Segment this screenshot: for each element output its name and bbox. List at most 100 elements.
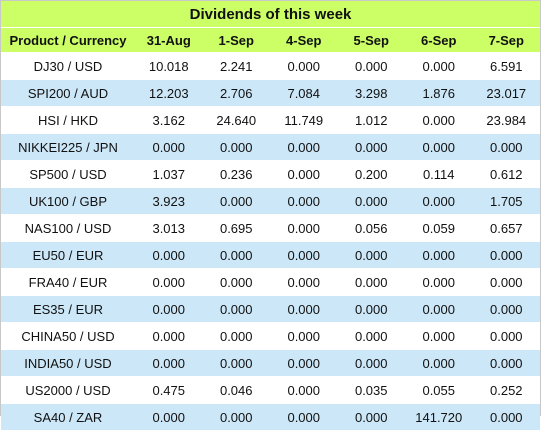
cell-dividend-6-sep: 0.000 bbox=[405, 134, 473, 161]
cell-dividend-1-sep: 0.000 bbox=[203, 350, 271, 377]
cell-dividend-5-sep: 0.056 bbox=[338, 215, 406, 242]
cell-dividend-1-sep: 0.000 bbox=[203, 242, 271, 269]
cell-dividend-4-sep: 0.000 bbox=[270, 53, 338, 80]
cell-dividend-5-sep: 0.000 bbox=[338, 323, 406, 350]
cell-dividend-7-sep: 1.705 bbox=[473, 188, 541, 215]
cell-dividend-7-sep: 0.000 bbox=[473, 350, 541, 377]
header-5-sep: 5-Sep bbox=[338, 28, 406, 53]
cell-dividend-4-sep: 0.000 bbox=[270, 323, 338, 350]
cell-dividend-7-sep: 0.000 bbox=[473, 404, 541, 430]
cell-dividend-1-sep: 0.000 bbox=[203, 323, 271, 350]
cell-dividend-7-sep: 0.612 bbox=[473, 161, 541, 188]
cell-product-currency: INDIA50 / USD bbox=[1, 350, 135, 377]
cell-product-currency: FRA40 / EUR bbox=[1, 269, 135, 296]
header-row: Product / Currency 31-Aug 1-Sep 4-Sep 5-… bbox=[1, 28, 540, 53]
cell-dividend-6-sep: 0.000 bbox=[405, 242, 473, 269]
cell-dividend-4-sep: 0.000 bbox=[270, 242, 338, 269]
cell-dividend-4-sep: 0.000 bbox=[270, 188, 338, 215]
cell-product-currency: CHINA50 / USD bbox=[1, 323, 135, 350]
cell-dividend-7-sep: 0.000 bbox=[473, 242, 541, 269]
cell-dividend-31-aug: 12.203 bbox=[135, 80, 203, 107]
cell-dividend-6-sep: 1.876 bbox=[405, 80, 473, 107]
cell-dividend-7-sep: 0.000 bbox=[473, 296, 541, 323]
cell-dividend-6-sep: 0.000 bbox=[405, 53, 473, 80]
cell-dividend-6-sep: 0.000 bbox=[405, 107, 473, 134]
header-7-sep: 7-Sep bbox=[473, 28, 541, 53]
cell-dividend-1-sep: 0.000 bbox=[203, 134, 271, 161]
cell-dividend-6-sep: 0.055 bbox=[405, 377, 473, 404]
cell-dividend-5-sep: 3.298 bbox=[338, 80, 406, 107]
cell-dividend-7-sep: 0.000 bbox=[473, 323, 541, 350]
cell-dividend-5-sep: 0.000 bbox=[338, 53, 406, 80]
cell-dividend-7-sep: 0.252 bbox=[473, 377, 541, 404]
cell-dividend-31-aug: 1.037 bbox=[135, 161, 203, 188]
cell-dividend-1-sep: 0.236 bbox=[203, 161, 271, 188]
cell-product-currency: EU50 / EUR bbox=[1, 242, 135, 269]
cell-dividend-7-sep: 0.000 bbox=[473, 269, 541, 296]
cell-dividend-4-sep: 0.000 bbox=[270, 350, 338, 377]
cell-dividend-31-aug: 10.018 bbox=[135, 53, 203, 80]
cell-dividend-31-aug: 0.000 bbox=[135, 350, 203, 377]
cell-dividend-7-sep: 0.000 bbox=[473, 134, 541, 161]
cell-dividend-1-sep: 24.640 bbox=[203, 107, 271, 134]
cell-product-currency: HSI / HKD bbox=[1, 107, 135, 134]
cell-dividend-4-sep: 0.000 bbox=[270, 215, 338, 242]
header-product-currency: Product / Currency bbox=[1, 28, 135, 53]
header-6-sep: 6-Sep bbox=[405, 28, 473, 53]
cell-dividend-4-sep: 0.000 bbox=[270, 377, 338, 404]
header-1-sep: 1-Sep bbox=[203, 28, 271, 53]
cell-dividend-31-aug: 3.013 bbox=[135, 215, 203, 242]
title-row: Dividends of this week bbox=[1, 1, 540, 28]
cell-dividend-5-sep: 0.000 bbox=[338, 242, 406, 269]
cell-dividend-6-sep: 141.720 bbox=[405, 404, 473, 430]
header-31-aug: 31-Aug bbox=[135, 28, 203, 53]
cell-product-currency: SP500 / USD bbox=[1, 161, 135, 188]
cell-dividend-7-sep: 6.591 bbox=[473, 53, 541, 80]
cell-dividend-5-sep: 0.000 bbox=[338, 350, 406, 377]
header-4-sep: 4-Sep bbox=[270, 28, 338, 53]
cell-dividend-6-sep: 0.000 bbox=[405, 323, 473, 350]
cell-dividend-7-sep: 0.657 bbox=[473, 215, 541, 242]
cell-dividend-6-sep: 0.000 bbox=[405, 188, 473, 215]
cell-dividend-31-aug: 3.162 bbox=[135, 107, 203, 134]
cell-dividend-4-sep: 0.000 bbox=[270, 296, 338, 323]
cell-product-currency: SA40 / ZAR bbox=[1, 404, 135, 430]
cell-dividend-1-sep: 0.000 bbox=[203, 188, 271, 215]
cell-dividend-4-sep: 0.000 bbox=[270, 404, 338, 430]
cell-dividend-1-sep: 2.706 bbox=[203, 80, 271, 107]
cell-dividend-5-sep: 0.000 bbox=[338, 269, 406, 296]
cell-dividend-1-sep: 2.241 bbox=[203, 53, 271, 80]
cell-dividend-31-aug: 0.000 bbox=[135, 242, 203, 269]
cell-product-currency: ES35 / EUR bbox=[1, 296, 135, 323]
cell-dividend-31-aug: 0.000 bbox=[135, 269, 203, 296]
cell-dividend-5-sep: 1.012 bbox=[338, 107, 406, 134]
cell-dividend-5-sep: 0.000 bbox=[338, 404, 406, 430]
cell-dividend-31-aug: 0.000 bbox=[135, 404, 203, 430]
cell-dividend-1-sep: 0.000 bbox=[203, 296, 271, 323]
cell-dividend-31-aug: 0.000 bbox=[135, 296, 203, 323]
cell-dividend-1-sep: 0.046 bbox=[203, 377, 271, 404]
cell-product-currency: SPI200 / AUD bbox=[1, 80, 135, 107]
cell-product-currency: US2000 / USD bbox=[1, 377, 135, 404]
cell-dividend-4-sep: 0.000 bbox=[270, 161, 338, 188]
cell-dividend-6-sep: 0.114 bbox=[405, 161, 473, 188]
cell-dividend-31-aug: 3.923 bbox=[135, 188, 203, 215]
cell-dividend-5-sep: 0.200 bbox=[338, 161, 406, 188]
cell-dividend-31-aug: 0.000 bbox=[135, 134, 203, 161]
cell-dividend-31-aug: 0.475 bbox=[135, 377, 203, 404]
cell-dividend-5-sep: 0.035 bbox=[338, 377, 406, 404]
cell-dividend-6-sep: 0.000 bbox=[405, 350, 473, 377]
cell-dividend-4-sep: 0.000 bbox=[270, 134, 338, 161]
